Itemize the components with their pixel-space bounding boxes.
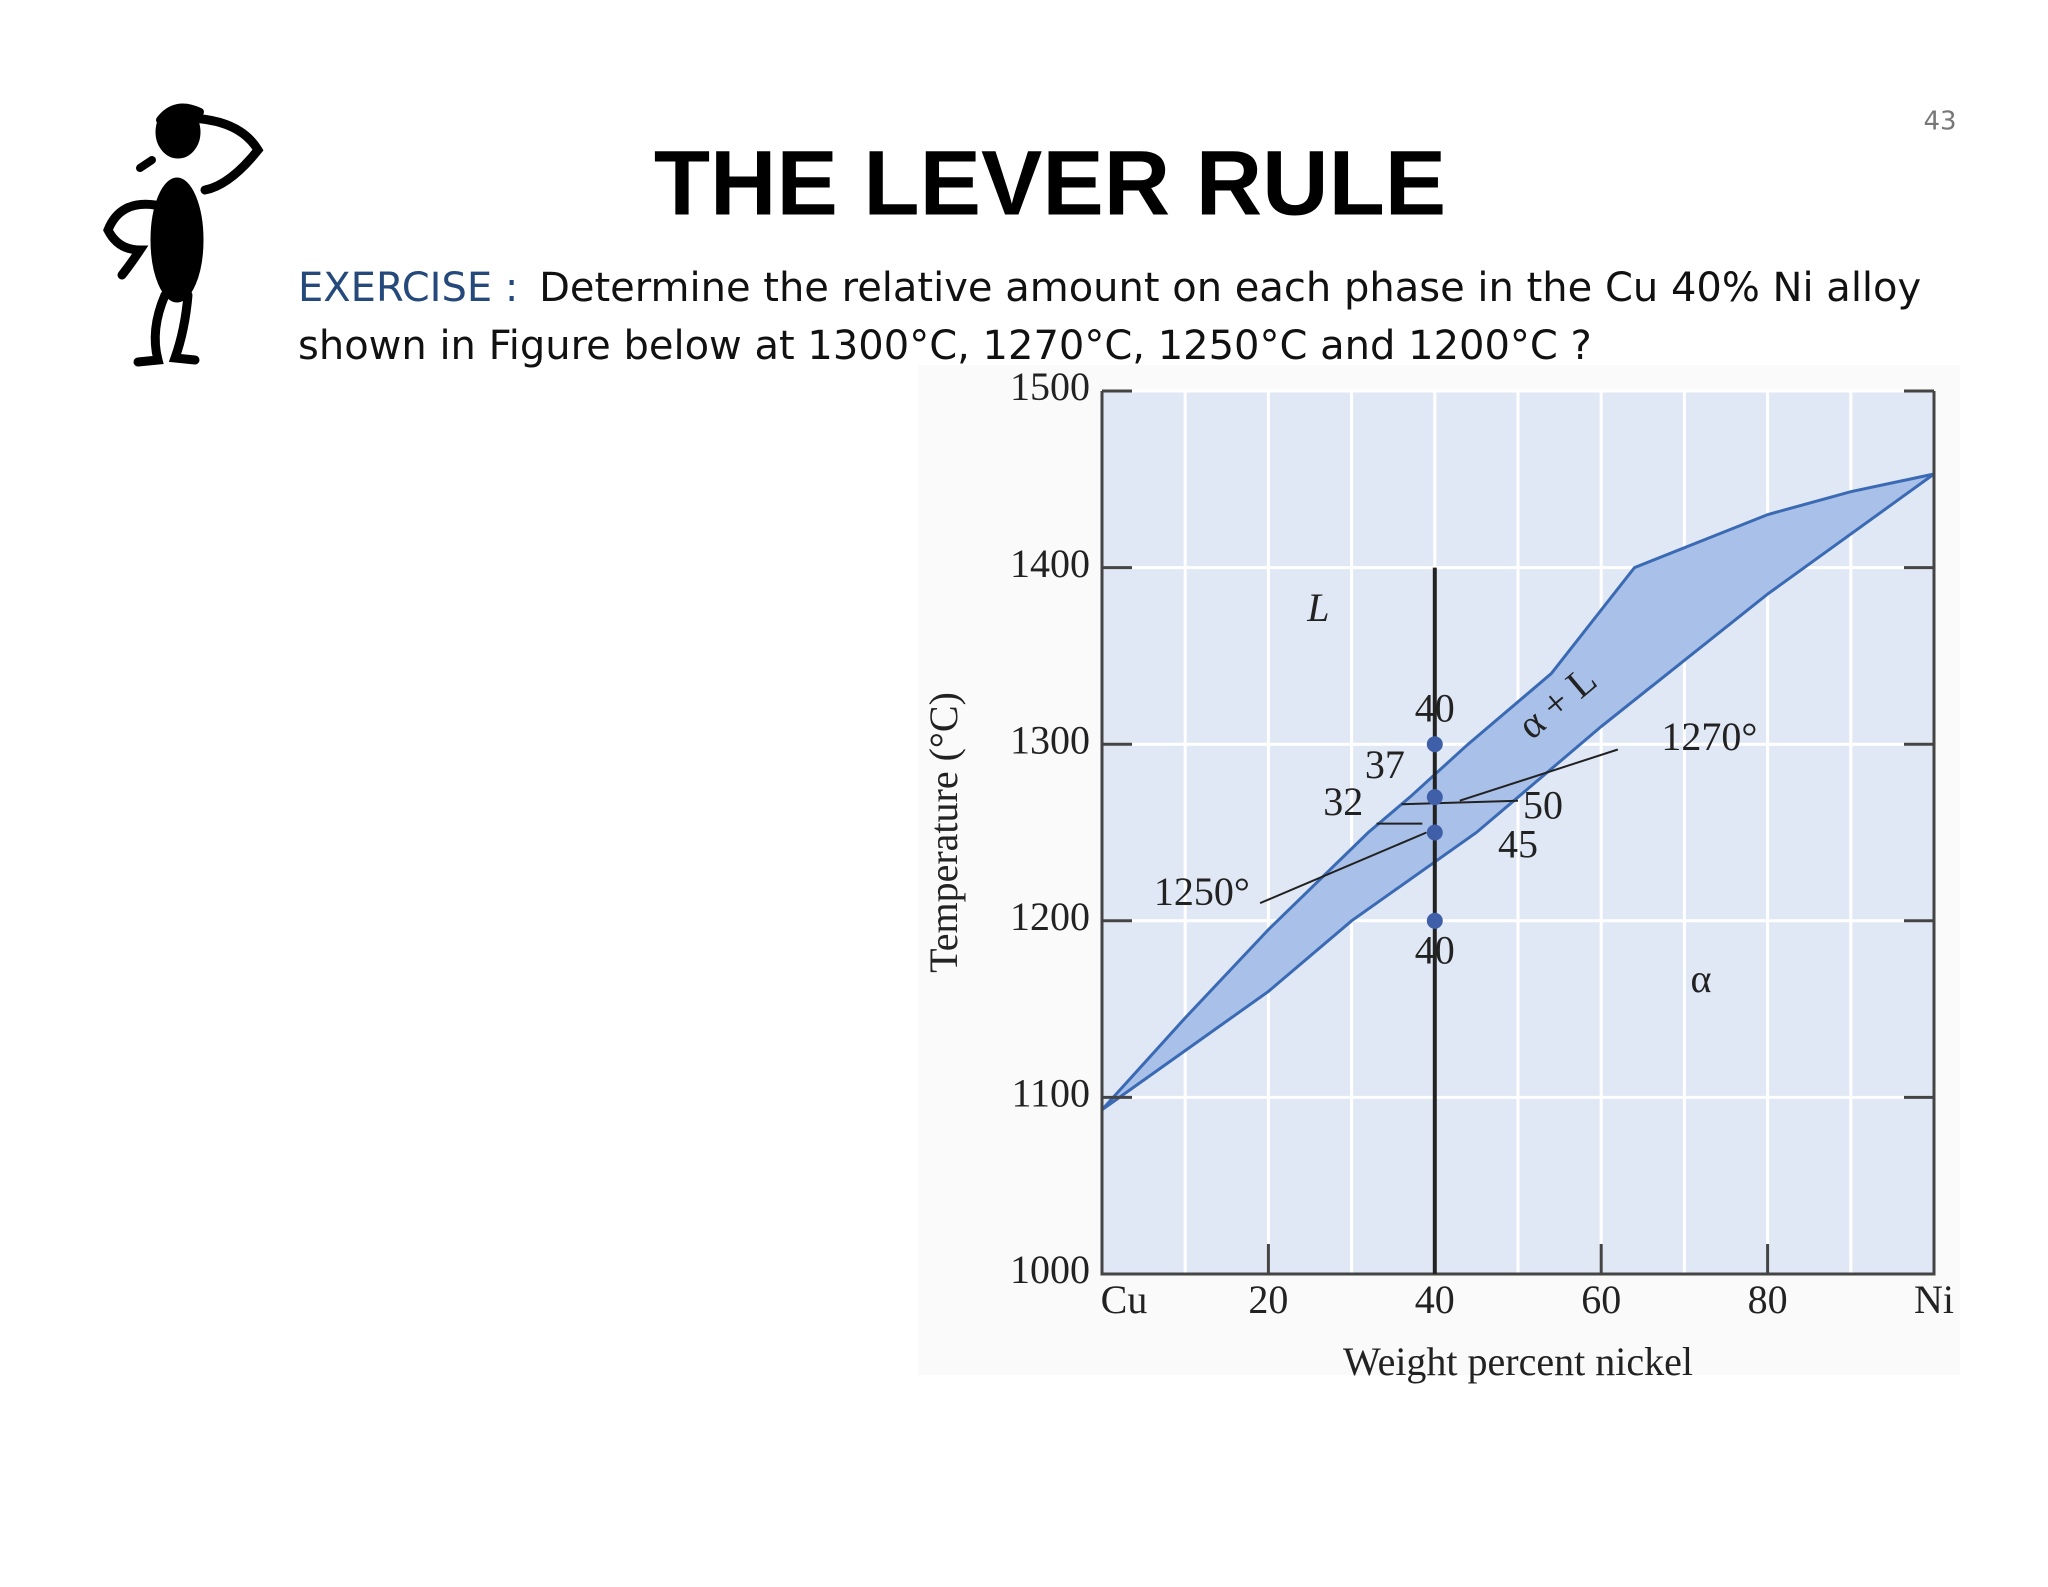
annotation: 37 <box>1365 742 1405 787</box>
phase-boundary <box>1100 472 1935 1111</box>
x-tick-label: Ni <box>1914 1277 1954 1322</box>
annotation: 45 <box>1498 822 1538 867</box>
exercise-label: EXERCISE : <box>298 265 518 311</box>
data-point <box>1426 824 1443 841</box>
x-tick-label: 40 <box>1415 1277 1455 1322</box>
x-axis-title: Weight percent nickel <box>1343 1339 1693 1384</box>
page-number: 43 <box>1923 107 1956 137</box>
annotation: L <box>1306 585 1329 630</box>
x-tick-label: Cu <box>1101 1277 1148 1322</box>
y-tick-label: 1200 <box>1010 894 1090 939</box>
y-tick-label: 1400 <box>1010 541 1090 586</box>
data-point <box>1426 736 1443 753</box>
leader-line <box>1459 748 1619 802</box>
x-tick-label: 80 <box>1748 1277 1788 1322</box>
leader-line <box>1401 799 1519 806</box>
y-tick-label: 1300 <box>1010 717 1090 762</box>
axis-frame <box>1100 391 1936 1276</box>
body-text: shown in Figure below at 1300°C, 1270°C,… <box>298 323 1592 369</box>
y-tick-label: 1500 <box>1010 364 1090 409</box>
x-tick-label: 60 <box>1581 1277 1621 1322</box>
annotation: 40 <box>1415 928 1455 973</box>
leader-line <box>1259 831 1427 905</box>
annotation: 1250° <box>1154 869 1250 914</box>
slide-title: THE LEVER RULE <box>654 132 1446 234</box>
annotation: α <box>1691 956 1712 1001</box>
annotation: 50 <box>1523 783 1563 828</box>
two-phase-region <box>1102 474 1934 1110</box>
phase-boundary <box>1101 472 1935 1111</box>
y-tick-label: 1000 <box>1010 1247 1090 1292</box>
annotation: 32 <box>1323 779 1363 824</box>
thinking-figure <box>103 103 264 367</box>
y-axis-title: Temperature (°C) <box>921 692 966 973</box>
annotation: 1270° <box>1661 714 1757 759</box>
data-point <box>1426 912 1443 929</box>
x-tick-label: 20 <box>1248 1277 1288 1322</box>
chart: 1000 1100 1200 1300 1400 1500 Cu 20 40 60 80 Ni Weig… <box>921 364 1954 1384</box>
data-point <box>1426 789 1443 806</box>
annotation: 40 <box>1415 686 1455 731</box>
exercise-line: EXERCISE : Determine the relative amount… <box>298 265 1921 311</box>
y-tick-label: 1100 <box>1011 1071 1090 1116</box>
body-text: Determine the relative amount on each ph… <box>539 265 1921 311</box>
